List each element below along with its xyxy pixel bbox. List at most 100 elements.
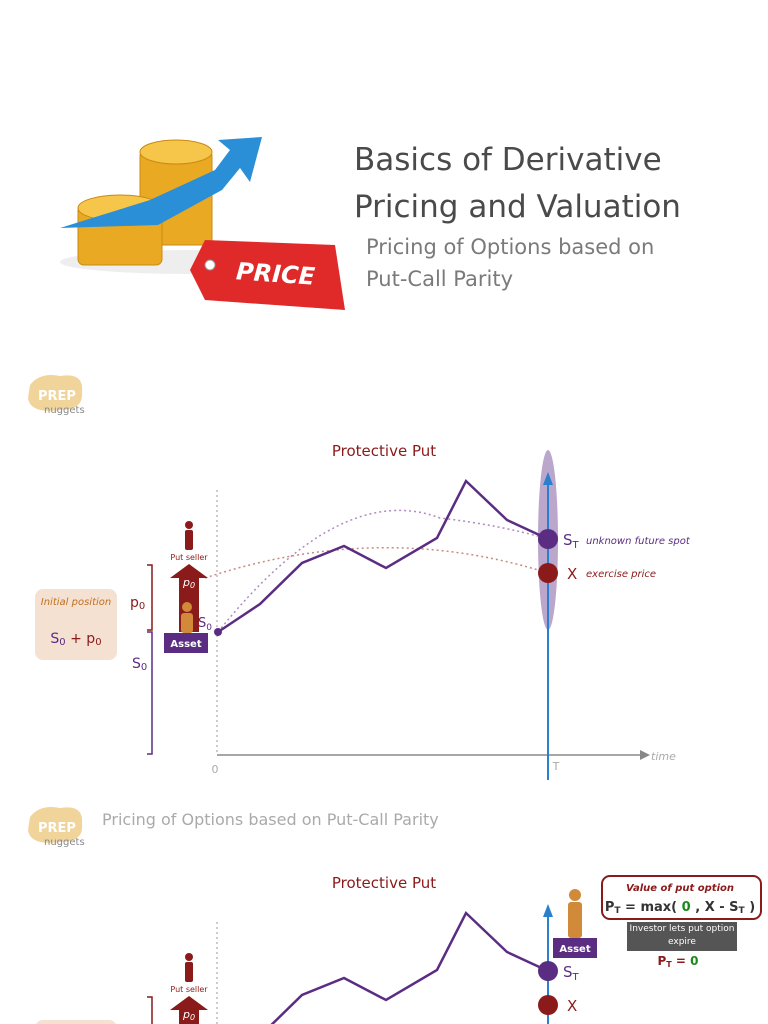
text-part: S xyxy=(563,531,573,549)
text-part: 0 xyxy=(682,900,691,915)
shape xyxy=(36,1020,116,1024)
shape: Investor lets put option expire xyxy=(629,924,735,947)
shape xyxy=(214,628,222,636)
cover-art: PRICE xyxy=(60,137,345,310)
title: Basics of Derivative xyxy=(354,142,662,178)
shape xyxy=(538,563,558,583)
shape xyxy=(147,996,153,1024)
axis-label: T xyxy=(552,760,560,773)
logo-text: nuggets xyxy=(44,837,85,848)
label: Put seller xyxy=(170,985,208,994)
text-part: S xyxy=(50,631,59,647)
subtitle: Put-Call Parity xyxy=(366,267,513,291)
text-part: T xyxy=(739,906,746,916)
text-part: P xyxy=(657,954,666,968)
shape xyxy=(270,910,549,1024)
note: Initial position xyxy=(40,597,112,608)
label: p0 xyxy=(182,576,195,590)
formula: PT = max( 0 , X - ST ) xyxy=(605,900,755,916)
shape xyxy=(538,961,558,981)
shape xyxy=(28,375,83,411)
label: Put seller xyxy=(170,553,208,562)
shape xyxy=(185,521,193,529)
text-part: p xyxy=(182,576,190,589)
title: Pricing and Valuation xyxy=(354,189,681,225)
logo-text: PREP xyxy=(38,389,76,404)
text-part: S xyxy=(132,656,141,672)
shape xyxy=(568,889,582,938)
label: X xyxy=(567,565,577,583)
label: p0 xyxy=(182,1008,195,1022)
text-part: 0 xyxy=(190,581,195,590)
label: X xyxy=(567,997,577,1015)
shape xyxy=(170,996,208,1024)
formula: S0 + p0 xyxy=(50,631,101,648)
label: S0 xyxy=(132,656,147,673)
text-part: 0 xyxy=(690,954,698,968)
text-part: S xyxy=(563,963,573,981)
shape xyxy=(60,137,262,228)
shape xyxy=(185,953,193,982)
shape xyxy=(185,530,193,550)
shape xyxy=(147,631,153,755)
shape xyxy=(182,602,192,612)
shape xyxy=(170,564,208,632)
text-part: S xyxy=(198,616,206,631)
text-part: p xyxy=(130,595,139,611)
shape xyxy=(139,139,213,165)
note: Investor lets put option expire xyxy=(629,924,735,947)
text-part: ) xyxy=(745,900,755,915)
shape xyxy=(185,962,193,982)
axis-label: 0 xyxy=(212,763,219,776)
text-part: = xyxy=(672,954,690,968)
price-tag: PRICE xyxy=(235,257,316,290)
text-part: = max( xyxy=(621,900,682,915)
text-part: T xyxy=(666,960,672,969)
text-part: , X - S xyxy=(691,900,739,915)
note: unknown future spot xyxy=(586,536,691,547)
text-part: 0 xyxy=(206,623,212,633)
slide-header: Pricing of Options based on Put-Call Par… xyxy=(102,810,439,829)
shape xyxy=(640,750,650,760)
slide-1: Protective Put time 0 T ST unknown futur… xyxy=(35,442,691,780)
shape xyxy=(28,807,83,843)
shape xyxy=(543,472,553,485)
text-part: T xyxy=(614,906,621,916)
logo-text: nuggets xyxy=(44,405,85,416)
box-title: Value of put option xyxy=(626,883,734,894)
label: Asset xyxy=(559,944,590,955)
shape xyxy=(204,546,549,579)
shape xyxy=(35,589,117,660)
shape xyxy=(164,633,208,653)
shape xyxy=(538,529,558,549)
shape xyxy=(553,938,597,958)
shape xyxy=(627,922,737,951)
logo: PREP nuggets xyxy=(28,375,85,416)
shape xyxy=(185,521,193,550)
label: S0 xyxy=(198,616,212,633)
subtitle: Pricing of Options based on xyxy=(366,235,654,259)
axis-label: time xyxy=(651,750,676,763)
shape xyxy=(185,953,193,961)
shape xyxy=(569,889,581,901)
text-part: T xyxy=(572,540,580,551)
text-part: 0 xyxy=(139,601,145,612)
shape xyxy=(190,240,345,310)
label: ST xyxy=(563,531,580,551)
shape xyxy=(181,602,193,633)
formula: PT = 0 xyxy=(657,954,698,969)
text-part: 0 xyxy=(95,637,101,648)
shape xyxy=(217,478,549,634)
text-part: p xyxy=(182,1008,190,1021)
shape xyxy=(568,902,582,938)
label: p0 xyxy=(130,595,145,612)
text-part: 0 xyxy=(141,662,147,673)
slide-2: Protective Put ST X Asset Value of put o… xyxy=(36,874,762,1024)
text-part: + p xyxy=(66,631,96,647)
shape xyxy=(601,875,762,920)
note: Initial position xyxy=(40,597,112,608)
text-part: 0 xyxy=(190,1013,195,1022)
logo: PREP nuggets xyxy=(28,807,85,848)
